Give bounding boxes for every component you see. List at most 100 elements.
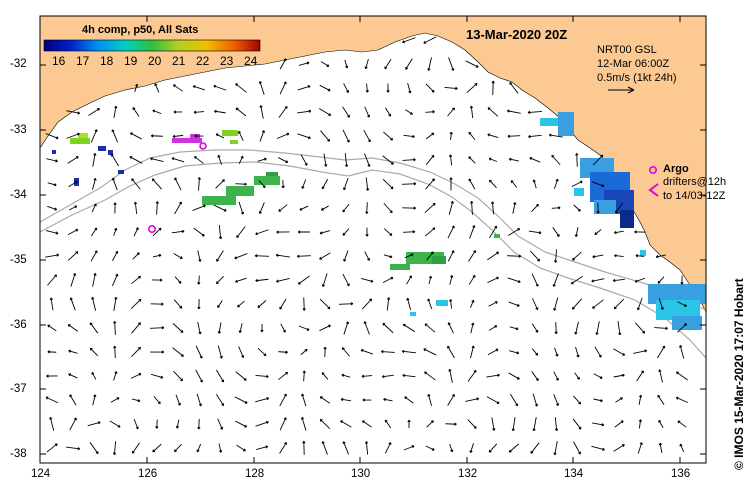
current-vector: [593, 398, 603, 403]
current-vector: [570, 275, 583, 285]
current-vector: [113, 345, 117, 359]
current-vector: [386, 297, 391, 311]
current-vector: [509, 326, 519, 331]
current-vector: [489, 179, 497, 189]
current-vector: [131, 178, 141, 190]
current-vector: [444, 86, 458, 91]
current-vector: [364, 106, 371, 118]
current-vector: [638, 394, 643, 405]
current-vector: [235, 182, 247, 186]
current-vector: [152, 443, 162, 453]
velocity-legend-scale: 0.5m/s (1kt 24h): [597, 72, 677, 84]
current-vector: [447, 225, 455, 239]
argo-float-marker[interactable]: [148, 225, 157, 234]
current-vector: [130, 372, 142, 379]
current-vector: [299, 205, 309, 211]
current-vector: [68, 349, 78, 354]
current-vector: [530, 250, 541, 262]
current-vector: [447, 107, 455, 117]
colorbar-tick: 23: [220, 54, 234, 68]
current-vector: [69, 417, 77, 431]
colorbar-tick-labels: 16 17 18 19 20 21 22 23 24: [44, 54, 260, 68]
current-vector: [236, 226, 246, 238]
current-vector: [552, 273, 559, 287]
current-vector: [677, 301, 687, 307]
current-vector: [45, 230, 59, 235]
current-vector: [343, 321, 350, 335]
current-vector: [425, 110, 435, 114]
current-vector: [469, 105, 474, 119]
current-vector: [193, 227, 205, 237]
current-vector: [531, 273, 539, 287]
current-vector: [512, 202, 517, 214]
current-vector: [487, 133, 499, 139]
current-vector: [506, 109, 521, 114]
current-vector: [382, 155, 394, 165]
current-vector: [92, 273, 97, 287]
current-vector: [89, 347, 99, 357]
current-vector: [572, 395, 582, 405]
current-vector: [612, 278, 625, 283]
current-vector: [91, 203, 97, 213]
current-vector: [636, 297, 643, 311]
current-vector: [152, 109, 162, 115]
current-vector: [278, 204, 288, 212]
current-vector: [151, 178, 163, 190]
current-vector: [194, 156, 204, 164]
current-vector: [402, 158, 416, 162]
current-vector: [573, 441, 581, 455]
current-vector: [171, 229, 185, 234]
current-vector: [573, 204, 581, 212]
current-vector: [235, 371, 247, 381]
current-vector: [300, 154, 308, 166]
current-vector: [238, 323, 243, 334]
current-vector: [235, 107, 247, 117]
current-vector: [321, 273, 328, 287]
current-vector: [255, 420, 269, 427]
argo-float-marker[interactable]: [199, 142, 207, 150]
current-vector: [510, 180, 518, 188]
current-vector: [448, 57, 455, 71]
current-vector: [613, 348, 626, 356]
current-vector: [279, 417, 287, 431]
current-vector: [638, 419, 642, 429]
current-vector: [572, 418, 582, 430]
current-vector: [575, 153, 579, 167]
current-vector: [276, 278, 290, 283]
current-vector: [216, 250, 224, 262]
velocity-legend: NRT00 GSL 12-Mar 06:00Z 0.5m/s (1kt 24h): [597, 43, 676, 85]
lon-tick-label: 136: [671, 468, 691, 480]
current-vector: [257, 157, 267, 162]
current-vector: [320, 130, 331, 142]
current-vector: [447, 394, 455, 406]
current-vector: [217, 322, 222, 334]
current-vector: [553, 178, 559, 190]
current-vector: [197, 321, 202, 335]
current-vector: [635, 254, 645, 258]
current-vector: [153, 395, 161, 405]
current-vector: [596, 202, 600, 214]
current-vector: [574, 321, 579, 335]
current-vector: [381, 350, 395, 354]
current-vector: [173, 253, 183, 259]
current-vector: [196, 443, 202, 453]
current-vector: [508, 228, 521, 236]
current-vector: [425, 178, 435, 190]
current-vector: [215, 394, 225, 407]
current-vector: [466, 82, 478, 93]
current-vector: [297, 109, 312, 114]
current-vector: [150, 350, 165, 354]
current-vector: [260, 323, 264, 333]
current-vector: [386, 83, 390, 93]
current-vector: [320, 61, 330, 67]
current-vector: [217, 418, 224, 430]
current-vector: [528, 230, 542, 235]
current-vector: [110, 153, 120, 167]
current-vector: [47, 350, 57, 354]
current-vector: [192, 204, 206, 211]
current-vector: [469, 443, 474, 454]
current-vector: [319, 298, 331, 310]
current-vector: [66, 110, 81, 115]
current-vector: [553, 249, 558, 263]
current-vector: [280, 323, 286, 333]
